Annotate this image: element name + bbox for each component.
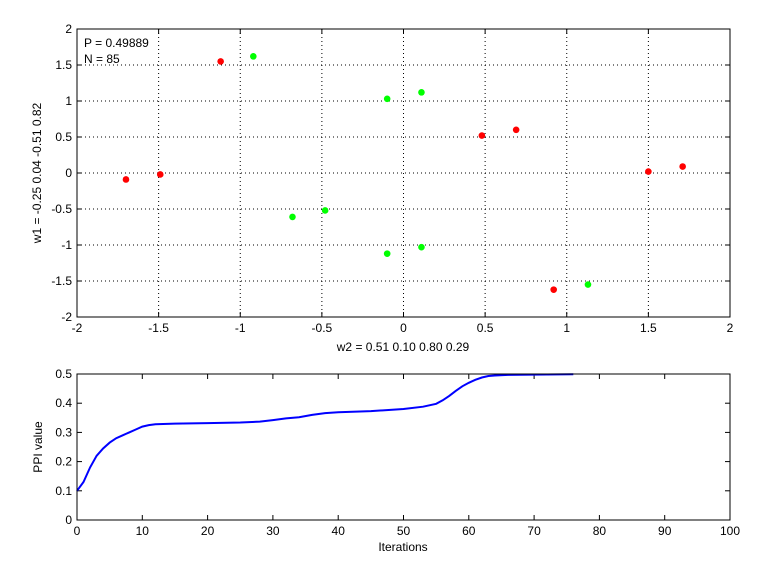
red-point xyxy=(679,163,686,170)
annotation-p: P = 0.49889 xyxy=(84,36,149,50)
line-ytick-label: 0.1 xyxy=(55,484,72,498)
scatter-xtick-label: 2 xyxy=(727,321,734,335)
green-point xyxy=(383,95,391,103)
scatter-ytick-label: 0.5 xyxy=(55,130,72,144)
scatter-tick-labels: -2 -1.5 -1 -0.5 0 0.5 1 1.5 2 -2 -1.5 -1 -0.5 0 0.5 1 1.… xyxy=(51,22,733,335)
green-point xyxy=(321,207,329,214)
line-xtick-label: 70 xyxy=(527,524,541,538)
line-xtick-label: 10 xyxy=(136,524,150,538)
ppi-series-line xyxy=(76,373,574,492)
scatter-ytick-label: -1.5 xyxy=(51,274,72,288)
red-point xyxy=(645,168,652,175)
red-point xyxy=(156,171,164,178)
line-xtick-label: 80 xyxy=(593,524,607,538)
scatter-x-label: w2 = 0.51 0.10 0.80 0.29 xyxy=(336,340,470,354)
line-ytick-label: 0.3 xyxy=(55,425,72,439)
line-ytick-label: 0.4 xyxy=(55,396,72,410)
green-point xyxy=(289,213,296,221)
scatter-ytick-label: -2 xyxy=(61,310,72,324)
scatter-ticks xyxy=(76,28,731,318)
line-y-label: PPI value xyxy=(31,421,45,473)
scatter-xtick-label: -0.5 xyxy=(312,321,333,335)
line-plot: 0 10 20 30 40 50 60 70 80 90 100 0 0.1 0.2 0.3 0.4 0.5 I… xyxy=(31,367,740,554)
line-tick-labels: 0 10 20 30 40 50 60 70 80 90 100 0 0.1 0.2 0.3 0.4 0.5 xyxy=(55,367,740,538)
line-xtick-label: 0 xyxy=(74,524,81,538)
scatter-xtick-label: 1.5 xyxy=(640,321,657,335)
green-point xyxy=(383,250,391,257)
line-xtick-label: 100 xyxy=(720,524,740,538)
scatter-ytick-label: -1 xyxy=(61,238,72,252)
red-point xyxy=(550,286,557,293)
green-point xyxy=(584,281,592,288)
scatter-ytick-label: -0.5 xyxy=(51,202,72,216)
green-point xyxy=(418,243,425,251)
scatter-xtick-label: 1 xyxy=(563,321,570,335)
red-point xyxy=(122,176,130,183)
line-xtick-label: 20 xyxy=(201,524,215,538)
scatter-ytick-label: 1.5 xyxy=(55,58,72,72)
line-xtick-label: 60 xyxy=(462,524,476,538)
line-ytick-label: 0.5 xyxy=(55,367,72,381)
scatter-ytick-label: 1 xyxy=(65,94,72,108)
scatter-xtick-label: 0.5 xyxy=(477,321,494,335)
scatter-xtick-label: -1.5 xyxy=(148,321,169,335)
green-point xyxy=(250,53,257,60)
red-point xyxy=(478,132,486,139)
scatter-y-label: w1 = -0.25 0.04 -0.51 0.82 xyxy=(30,102,44,244)
line-plot-area xyxy=(77,374,730,520)
line-xtick-label: 90 xyxy=(658,524,672,538)
scatter-grid xyxy=(77,29,730,317)
scatter-xtick-label: 0 xyxy=(400,321,407,335)
line-x-label: Iterations xyxy=(378,540,427,554)
line-xtick-label: 50 xyxy=(397,524,411,538)
red-point xyxy=(512,126,520,134)
line-xtick-label: 40 xyxy=(332,524,346,538)
scatter-points xyxy=(122,53,686,293)
scatter-ytick-label: 0 xyxy=(65,166,72,180)
scatter-xtick-label: -1 xyxy=(235,321,246,335)
annotation-n: N = 85 xyxy=(84,52,120,66)
line-axes-box xyxy=(76,373,731,521)
scatter-xtick-label: -2 xyxy=(72,321,83,335)
line-xtick-label: 30 xyxy=(266,524,280,538)
line-ytick-label: 0.2 xyxy=(55,455,72,469)
red-point xyxy=(217,58,224,65)
scatter-ytick-label: 2 xyxy=(65,22,72,36)
scatter-plot: -2 -1.5 -1 -0.5 0 0.5 1 1.5 2 -2 -1.5 -1 -0.5 0 0.5 1 1.… xyxy=(30,22,734,354)
line-ytick-label: 0 xyxy=(65,513,72,527)
green-point xyxy=(418,89,425,96)
